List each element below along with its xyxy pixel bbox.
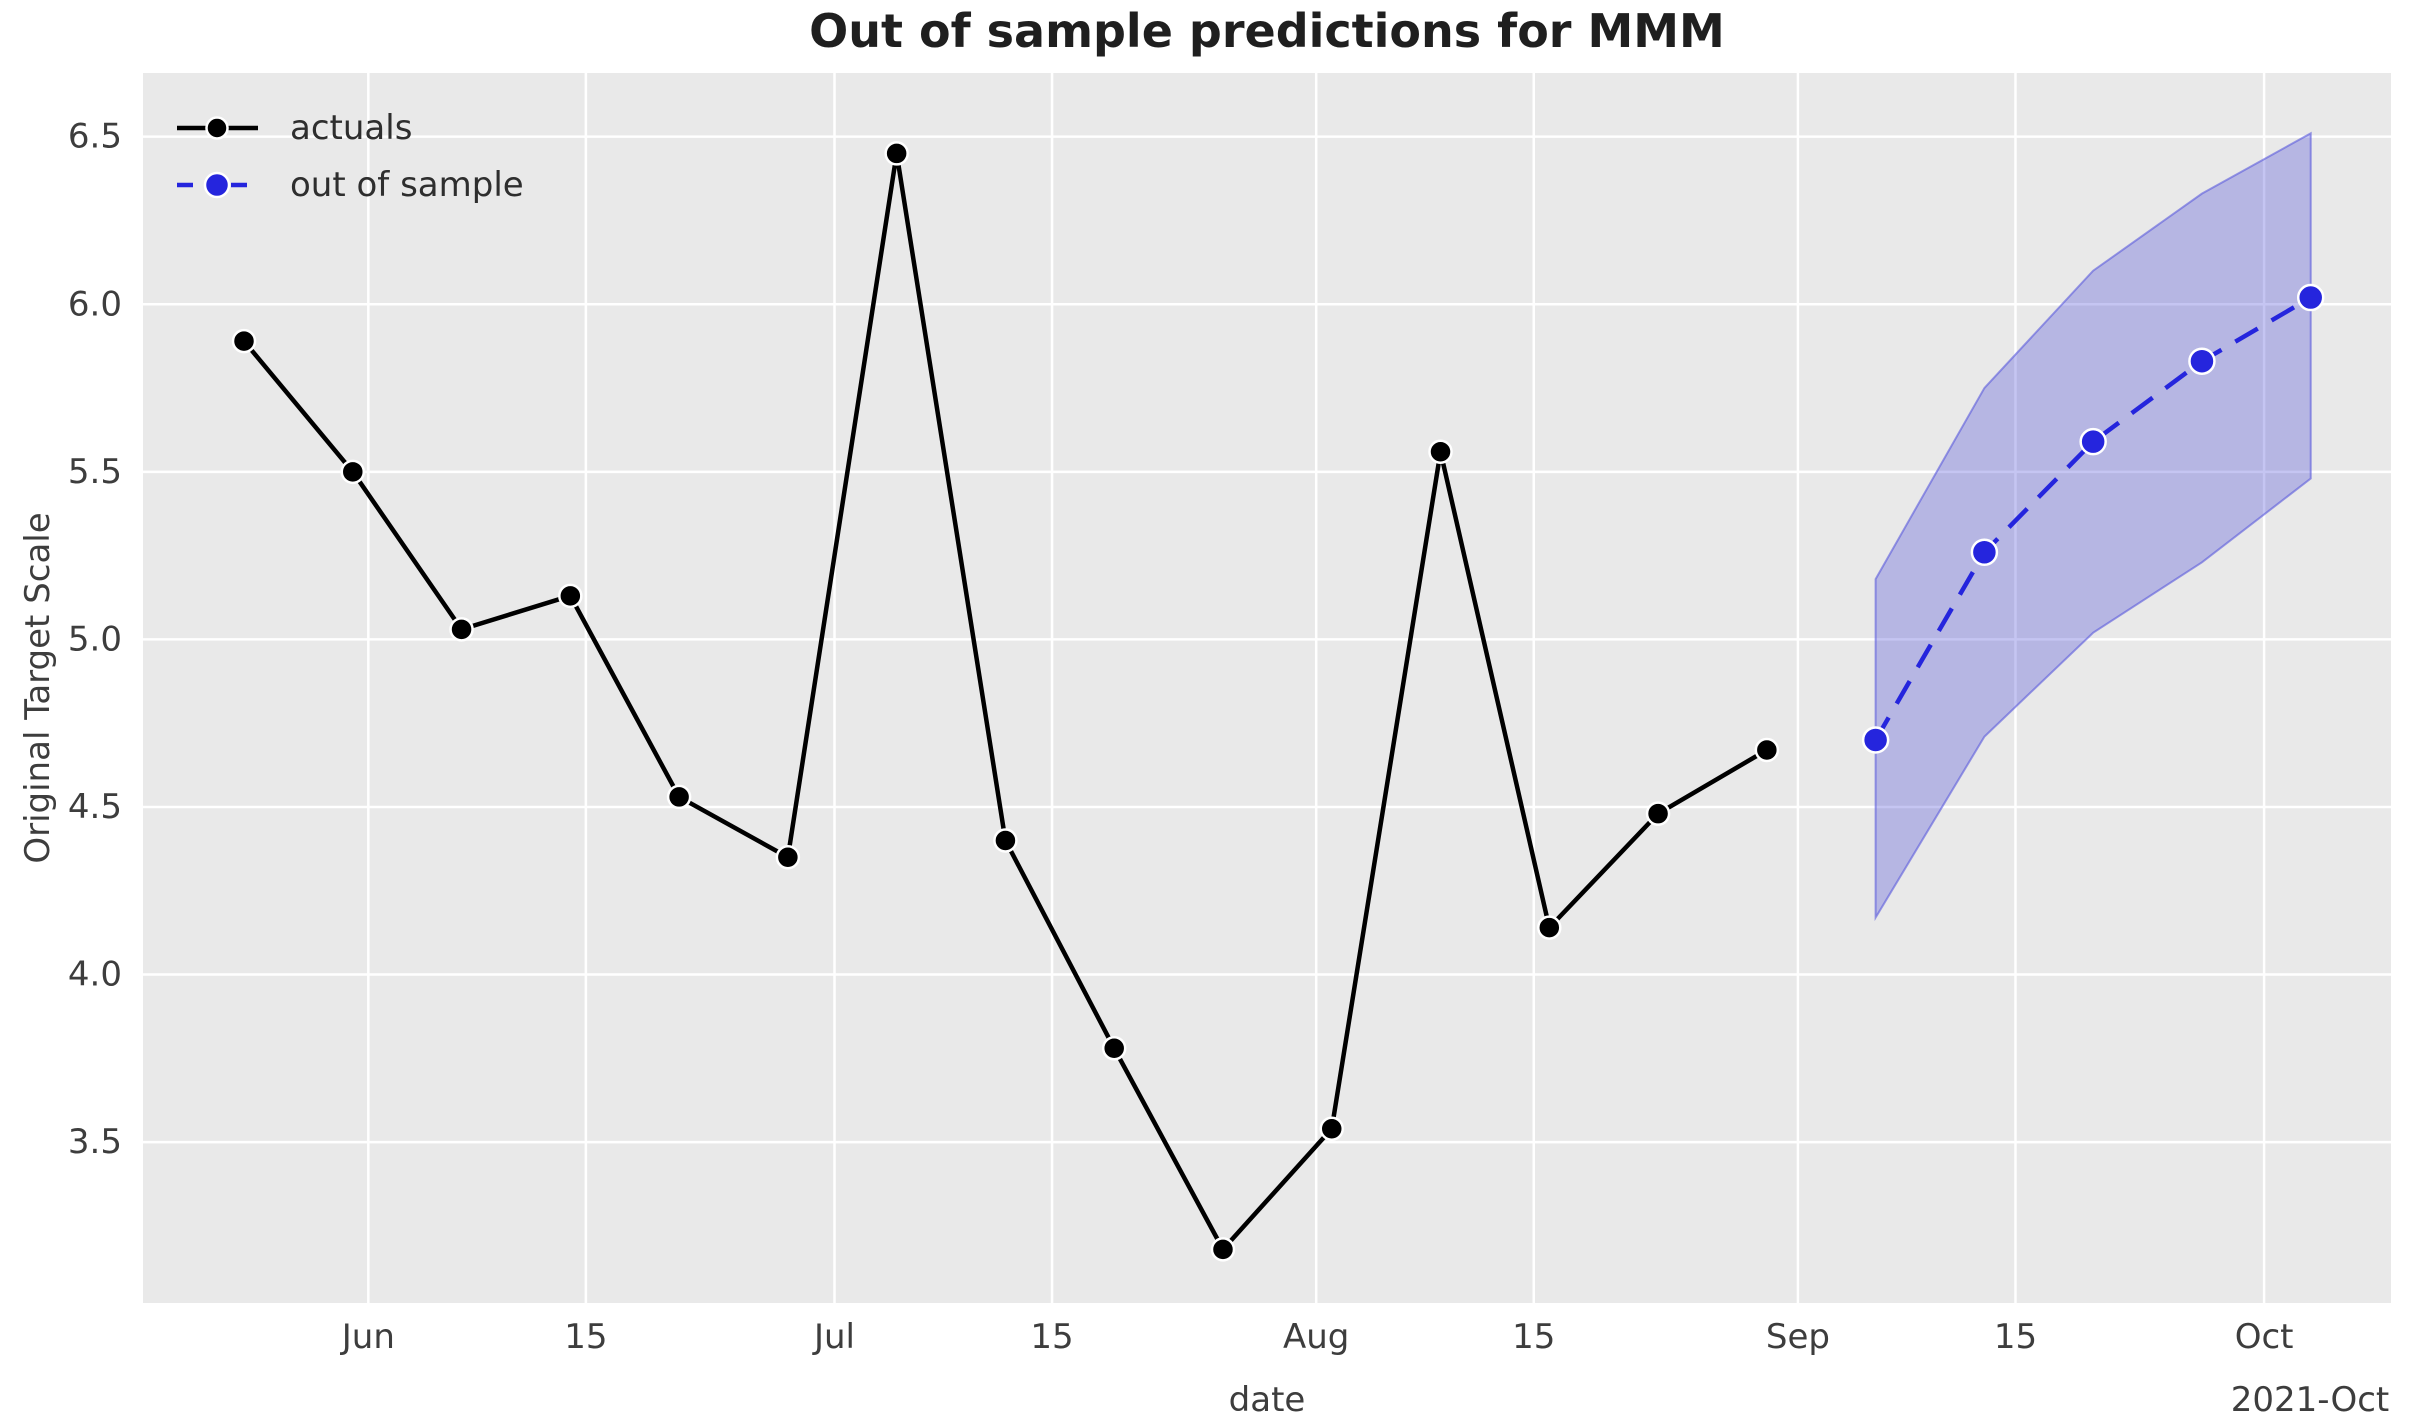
actuals-point [1754,737,1780,763]
x-tick-labels: Jun 15 Jul 15 Aug 15 Sep 15 Oct [340,1317,2294,1357]
plot-area [143,73,2391,1303]
actuals-point [993,828,1018,853]
out-of-sample-point [2079,427,2107,456]
x-axis-offset-label: 2021-Oct [2231,1380,2390,1420]
x-tick-label: Jul [812,1317,855,1357]
actuals-point [558,583,583,609]
x-tick-label: Aug [1283,1317,1349,1357]
y-tick-labels: 6.5 6.0 5.5 5.0 4.5 4.0 3.5 [68,117,122,1162]
actuals-point [884,141,909,166]
gridlines [143,73,2391,1303]
actuals-point [1319,1116,1344,1141]
y-tick-label: 4.5 [68,787,122,827]
actuals-point [666,784,692,810]
y-axis-label: Original Target Scale [18,512,58,863]
x-tick-label: Jun [340,1317,395,1357]
out-of-sample-point [2188,347,2216,375]
confidence-band [1874,131,2312,922]
legend-label-out-of-sample: out of sample [290,165,524,205]
x-tick-label: Oct [2235,1317,2294,1357]
legend-marker-actuals [205,116,229,140]
actuals-point [231,328,257,354]
chart-title: Out of sample predictions for MMM [809,4,1725,58]
x-axis-label: date [1229,1380,1306,1420]
y-tick-label: 5.0 [68,619,122,659]
y-tick-label: 5.5 [68,452,122,492]
x-tick-label: 15 [1512,1317,1555,1357]
y-tick-label: 3.5 [68,1122,122,1162]
y-tick-label: 4.0 [68,955,122,995]
legend: actuals out of sample [177,108,524,205]
x-tick-label: 15 [564,1317,607,1357]
y-tick-label: 6.0 [68,284,122,324]
legend-label-actuals: actuals [290,108,412,148]
actuals-point [1210,1237,1236,1262]
series-layer [231,141,2325,1262]
out-of-sample-line [1873,295,2312,742]
actuals-point [1101,1036,1127,1061]
out-of-sample-point [1970,538,1999,567]
x-tick-label: 15 [1030,1317,1073,1357]
actuals-point [1428,439,1453,464]
actuals-point [340,459,366,485]
actuals-point [1645,801,1671,826]
actuals-point [1537,915,1562,940]
out-of-sample-point [2296,283,2325,312]
actuals-point [449,617,474,642]
y-tick-label: 6.5 [68,117,122,157]
actuals-point [775,845,801,870]
x-tick-label: 15 [1994,1317,2037,1357]
confidence-band-layer [1874,131,2312,922]
out-of-sample-point [1861,726,1890,754]
legend-marker-out-of-sample [203,171,231,199]
x-tick-label: Sep [1766,1317,1830,1357]
